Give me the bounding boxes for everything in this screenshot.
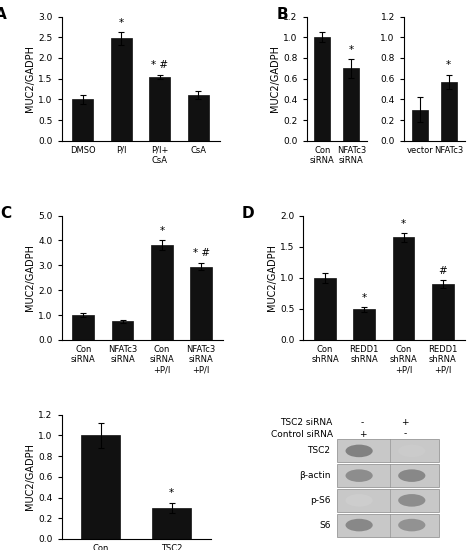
Text: +: + bbox=[359, 430, 366, 438]
Text: TSC2 siRNA: TSC2 siRNA bbox=[280, 419, 333, 427]
Bar bbox=[314, 37, 330, 141]
Ellipse shape bbox=[346, 519, 373, 531]
Ellipse shape bbox=[346, 444, 373, 457]
Text: *: * bbox=[169, 488, 174, 498]
Bar bbox=[81, 436, 120, 539]
Ellipse shape bbox=[398, 469, 425, 482]
Bar bbox=[344, 68, 359, 141]
Bar bbox=[149, 76, 171, 141]
Text: B: B bbox=[276, 7, 288, 21]
Text: D: D bbox=[242, 206, 255, 221]
Text: S6: S6 bbox=[319, 521, 330, 530]
Ellipse shape bbox=[398, 444, 425, 457]
Bar bbox=[112, 321, 133, 340]
Bar bbox=[337, 464, 439, 487]
Text: *: * bbox=[349, 45, 354, 54]
Text: -: - bbox=[403, 430, 407, 438]
Bar bbox=[188, 95, 209, 141]
Y-axis label: MUC2/GADPH: MUC2/GADPH bbox=[267, 244, 277, 311]
Text: *: * bbox=[362, 293, 367, 303]
Bar bbox=[314, 278, 336, 340]
Text: C: C bbox=[0, 206, 11, 221]
Bar bbox=[393, 237, 414, 340]
Bar bbox=[72, 100, 93, 141]
Text: A: A bbox=[0, 7, 7, 21]
Ellipse shape bbox=[346, 494, 373, 507]
Text: * #: * # bbox=[192, 249, 210, 258]
Ellipse shape bbox=[398, 494, 425, 507]
Y-axis label: MUC2/GADPH: MUC2/GADPH bbox=[26, 443, 36, 510]
Bar bbox=[152, 508, 191, 539]
Bar bbox=[441, 82, 456, 141]
Y-axis label: MUC2/GADPH: MUC2/GADPH bbox=[26, 244, 36, 311]
Bar bbox=[73, 315, 94, 340]
Text: *: * bbox=[119, 18, 124, 28]
Y-axis label: MUC2/GADPH: MUC2/GADPH bbox=[270, 45, 280, 112]
Text: * #: * # bbox=[151, 60, 168, 70]
Text: Control siRNA: Control siRNA bbox=[271, 430, 333, 438]
Text: *: * bbox=[446, 60, 451, 70]
Bar bbox=[337, 439, 439, 463]
Text: *: * bbox=[401, 218, 406, 229]
Text: +: + bbox=[401, 419, 409, 427]
Bar bbox=[337, 489, 439, 512]
Text: #: # bbox=[438, 266, 447, 276]
Text: *: * bbox=[159, 226, 164, 236]
Bar bbox=[354, 310, 375, 340]
Bar bbox=[432, 284, 454, 340]
Bar bbox=[337, 514, 439, 536]
Text: p-S6: p-S6 bbox=[310, 496, 330, 505]
Bar bbox=[191, 267, 212, 340]
Bar bbox=[412, 110, 428, 141]
Text: TSC2: TSC2 bbox=[308, 447, 330, 455]
Text: -: - bbox=[361, 419, 364, 427]
Bar bbox=[151, 245, 173, 340]
Y-axis label: MUC2/GADPH: MUC2/GADPH bbox=[26, 45, 36, 112]
Text: β-actin: β-actin bbox=[299, 471, 330, 480]
Bar bbox=[111, 39, 132, 141]
Ellipse shape bbox=[398, 519, 425, 531]
Ellipse shape bbox=[346, 469, 373, 482]
